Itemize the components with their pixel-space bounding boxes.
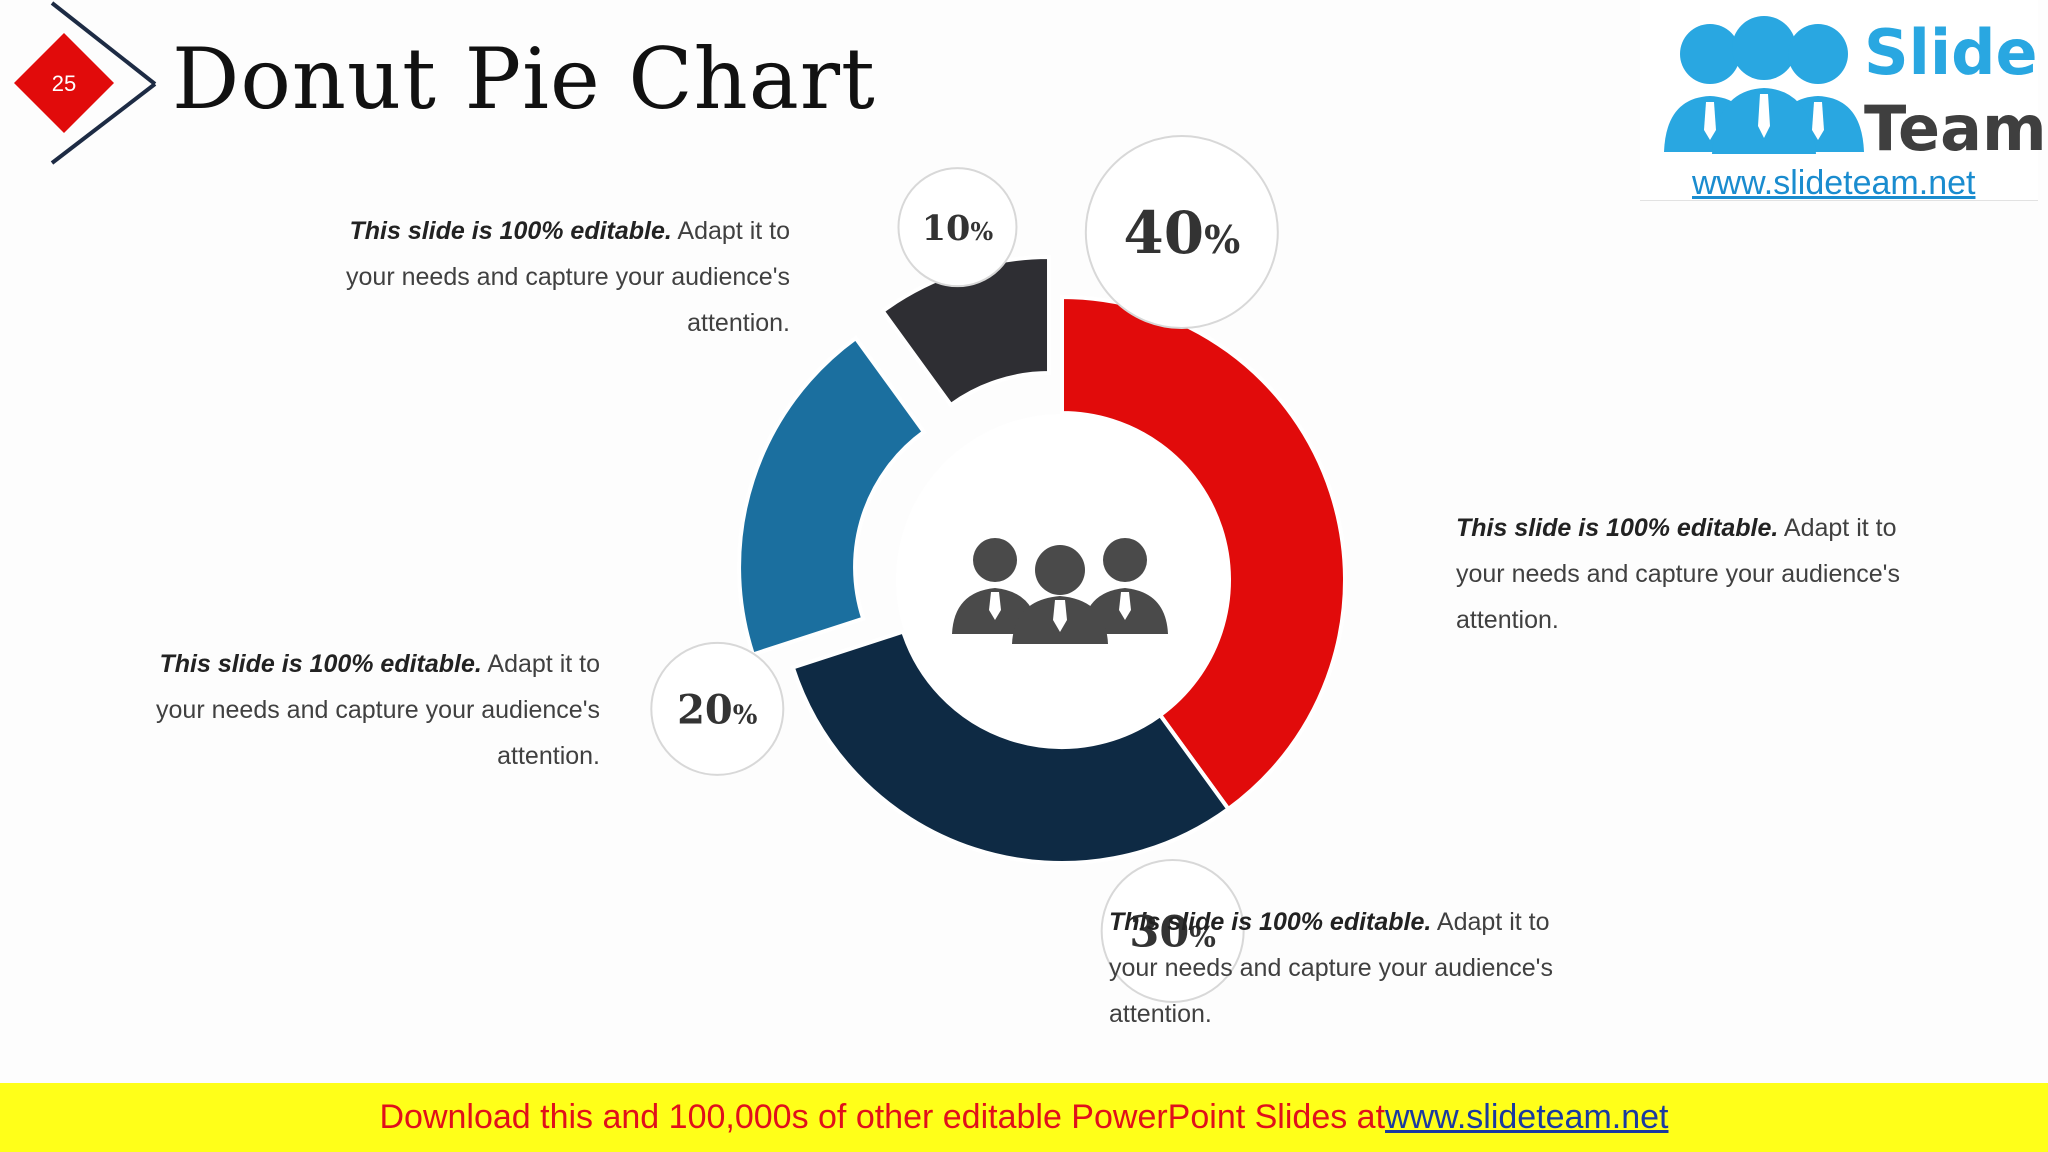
slice-label-20: 20% [650,641,785,776]
note-text: Adapt it to your needs and capture your … [156,650,600,770]
slide-number: 25 [52,71,76,96]
footer-link[interactable]: www.slideteam.net [1385,1098,1669,1136]
footer-banner: Download this and 100,000s of other edit… [0,1083,2048,1152]
note-bold: This slide is 100% editable. [1109,908,1432,936]
slice-value-label: 40% [1123,199,1240,267]
note-bold: This slide is 100% editable. [349,217,672,245]
note-text: Adapt it to your needs and capture your … [1109,908,1553,1028]
note-text: Adapt it to your needs and capture your … [346,217,790,337]
slice-value-label: 30% [1129,908,1215,958]
label-bubble [650,641,785,776]
label-bubble [1100,858,1245,1003]
logo-url-link[interactable]: www.slideteam.net [1692,164,1976,202]
note-top-left: This slide is 100% editable. Adapt it to… [320,208,790,346]
donut-slice-40 [1060,294,1347,812]
note-bold: This slide is 100% editable. [1456,514,1779,542]
slice-value-label: 10% [922,208,994,249]
note-middle-left: This slide is 100% editable. Adapt it to… [130,641,600,779]
page-title: Donut Pie Chart [172,30,876,128]
donut-slice-10 [879,255,1052,408]
slice-label-40: 40% [1084,135,1279,330]
badge-diamond [14,33,114,133]
label-bubble [1084,135,1279,330]
donut-slice-20 [737,335,927,657]
note-bold: This slide is 100% editable. [159,650,482,678]
note-bottom: This slide is 100% editable. Adapt it to… [1109,899,1579,1037]
donut-slice-30 [790,629,1232,865]
slide-number-badge: 25 [14,1,157,165]
slideteam-logo[interactable]: Slide Team www.slideteam.net [1640,0,2047,202]
logo-word-team: Team [1864,92,2047,165]
logo-word-slide: Slide [1864,16,2038,89]
slice-value-label: 20% [677,686,758,733]
note-text: Adapt it to your needs and capture your … [1456,514,1900,634]
slice-label-30: 30% [1100,858,1245,1003]
logo-people-icon [1664,16,1864,154]
label-bubble [897,167,1018,288]
people-group-icon [952,538,1168,644]
slice-label-10: 10% [897,167,1018,288]
footer-text: Download this and 100,000s of other edit… [379,1098,1386,1136]
note-right: This slide is 100% editable. Adapt it to… [1456,505,1926,643]
